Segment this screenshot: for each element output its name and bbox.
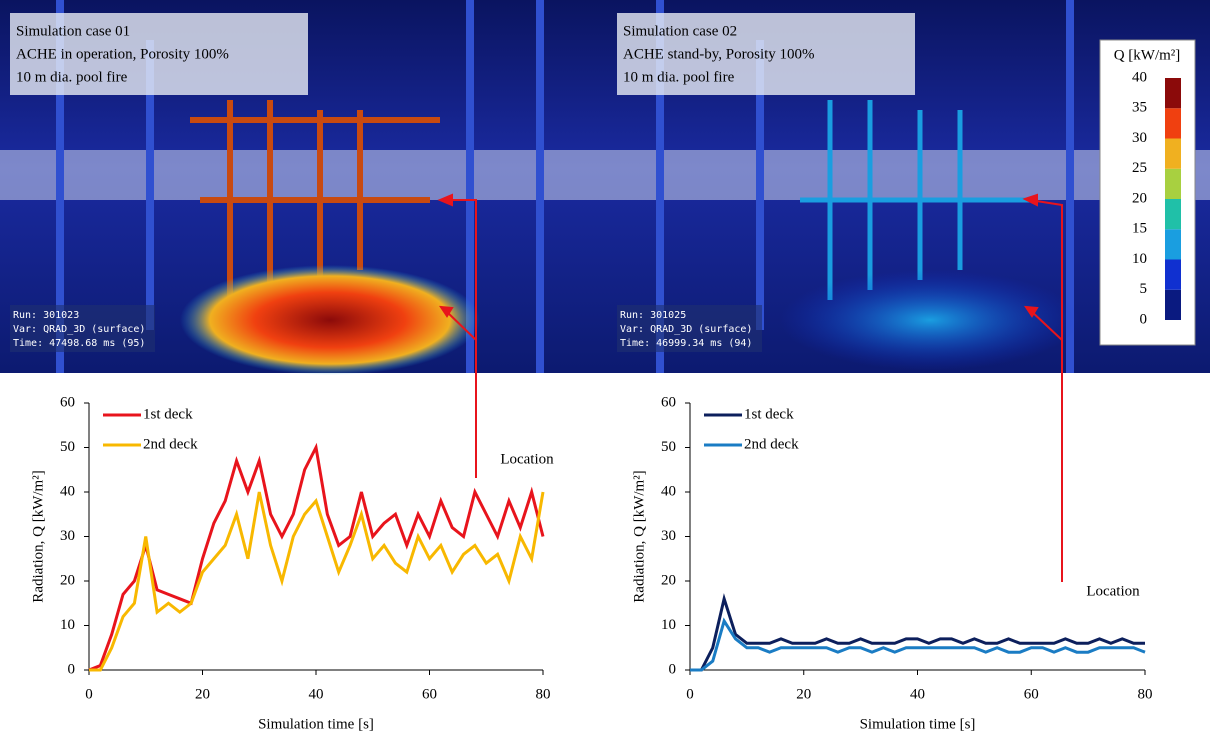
run-line: Time: 47498.68 ms (95) (13, 338, 145, 349)
legend-label: 2nd deck (143, 436, 198, 452)
colorbar-tick-label: 5 (1140, 281, 1148, 297)
caption-line: Simulation case 01 (16, 23, 130, 39)
run-line: Var: QRAD_3D (surface) (620, 324, 752, 335)
y-tick-label: 10 (60, 617, 75, 633)
colorbar-segment (1165, 108, 1181, 139)
y-tick-label: 20 (60, 572, 75, 588)
caption-line: ACHE stand-by, Porosity 100% (623, 46, 815, 62)
run-line: Var: QRAD_3D (surface) (13, 324, 145, 335)
colorbar-tick-label: 35 (1132, 100, 1147, 116)
legend-label: 1st deck (744, 406, 794, 422)
caption-line: Simulation case 02 (623, 23, 737, 39)
colorbar-segment (1165, 78, 1181, 109)
colorbar-tick-label: 25 (1132, 160, 1147, 176)
x-tick-label: 60 (422, 686, 437, 702)
y-tick-label: 60 (60, 394, 75, 410)
colorbar-segment (1165, 168, 1181, 199)
caption-line: 10 m dia. pool fire (16, 69, 128, 85)
colorbar-segment (1165, 259, 1181, 290)
annotation: Location (1086, 583, 1140, 599)
x-axis-label: Simulation time [s] (860, 716, 976, 732)
x-tick-label: 0 (85, 686, 93, 702)
colorbar-tick-label: 15 (1132, 221, 1147, 237)
colorbar-tick-label: 20 (1132, 190, 1147, 206)
colorbar-label: Q [kW/m²] (1114, 47, 1181, 63)
caption-box (10, 13, 308, 95)
annotation: Location (500, 451, 554, 467)
run-line: Time: 46999.34 ms (94) (620, 338, 752, 349)
x-tick-label: 20 (796, 686, 811, 702)
run-box (10, 305, 155, 352)
colorbar-tick-label: 10 (1132, 251, 1147, 267)
x-tick-label: 40 (309, 686, 324, 702)
y-tick-label: 20 (661, 572, 676, 588)
y-tick-label: 40 (60, 483, 75, 499)
y-axis-label: Radiation, Q [kW/m²] (30, 470, 46, 602)
colorbar-tick-label: 30 (1132, 130, 1147, 146)
colorbar-segment (1165, 199, 1181, 230)
y-tick-label: 0 (68, 661, 76, 677)
data-line (89, 491, 545, 672)
colorbar-tick-label: 40 (1132, 69, 1147, 85)
caption-box (617, 13, 915, 95)
run-line: Run: 301025 (620, 310, 686, 321)
run-box (617, 305, 762, 352)
colorbar-tick-label: 0 (1140, 311, 1148, 327)
data-line (690, 593, 1145, 672)
x-tick-label: 0 (686, 686, 694, 702)
y-tick-label: 30 (661, 528, 676, 544)
data-line (690, 617, 1146, 672)
y-tick-label: 10 (661, 617, 676, 633)
location-arrows (437, 193, 1063, 582)
y-tick-label: 30 (60, 528, 75, 544)
y-tick-label: 40 (661, 483, 676, 499)
colorbar-segment (1165, 138, 1181, 169)
x-tick-label: 80 (536, 686, 551, 702)
y-tick-label: 60 (661, 394, 676, 410)
x-tick-label: 40 (910, 686, 925, 702)
colorbar-segment (1165, 289, 1181, 320)
data-line (88, 442, 545, 672)
y-axis-label: Radiation, Q [kW/m²] (631, 470, 647, 602)
x-tick-label: 80 (1138, 686, 1153, 702)
y-tick-label: 50 (60, 439, 75, 455)
y-tick-label: 0 (669, 661, 677, 677)
run-line: Run: 301023 (13, 310, 79, 321)
x-tick-label: 20 (195, 686, 210, 702)
caption-line: 10 m dia. pool fire (623, 69, 735, 85)
legend-label: 2nd deck (744, 436, 799, 452)
x-tick-label: 60 (1024, 686, 1039, 702)
y-tick-label: 50 (661, 439, 676, 455)
legend-label: 1st deck (143, 406, 193, 422)
x-axis-label: Simulation time [s] (258, 716, 374, 732)
colorbar-segment (1165, 229, 1181, 260)
caption-line: ACHE in operation, Porosity 100% (16, 46, 229, 62)
